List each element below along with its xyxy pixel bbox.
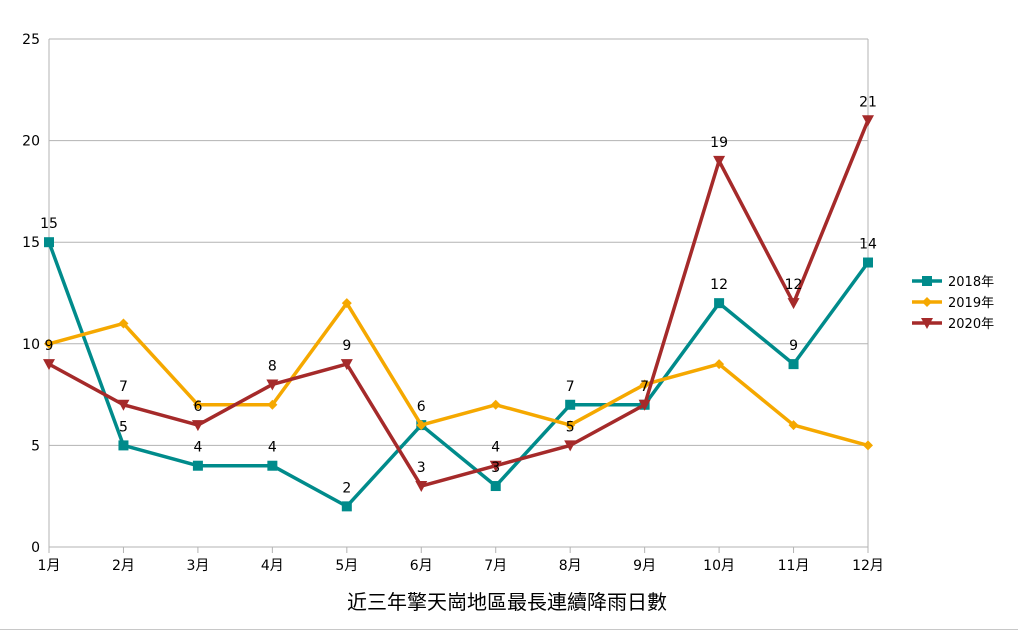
x-tick-label: 3月 <box>186 558 209 574</box>
data-point-marker <box>266 379 279 391</box>
data-labels: 15 5 4 4 2 6 3 7 12 9 14 9 7 6 8 9 3 4 5 7 19 12 21 <box>40 94 877 496</box>
data-point-marker <box>341 298 352 309</box>
data-point-marker <box>863 440 873 451</box>
data-point-marker <box>714 359 725 370</box>
y-tick-label: 25 <box>22 32 40 48</box>
data-point-marker <box>267 399 278 410</box>
data-label: 3 <box>417 460 426 476</box>
grid-lines <box>49 38 868 548</box>
data-point-marker <box>340 359 353 371</box>
data-point-marker <box>192 399 203 410</box>
data-point-marker <box>43 359 55 371</box>
data-label: 9 <box>45 338 54 354</box>
data-point-marker <box>862 115 874 127</box>
data-label: 8 <box>268 358 277 374</box>
data-label: 12 <box>785 277 803 293</box>
data-point-marker <box>267 460 278 471</box>
bottom-divider <box>0 629 1018 630</box>
y-tick-label: 5 <box>31 438 40 454</box>
data-point-marker <box>922 276 932 286</box>
data-label: 4 <box>193 440 202 456</box>
series-line-2019 <box>47 301 870 448</box>
data-point-marker <box>714 298 725 309</box>
data-point-marker <box>713 155 726 167</box>
data-label: 6 <box>417 399 426 415</box>
data-point-marker <box>565 399 576 410</box>
data-point-marker <box>921 318 933 329</box>
data-point-marker <box>564 440 577 452</box>
legend-label-2019: 2019年 <box>948 296 994 311</box>
series-lines <box>43 115 874 512</box>
data-label: 21 <box>859 94 877 110</box>
data-point-marker <box>788 359 799 370</box>
data-label: 19 <box>710 135 728 151</box>
data-point-marker <box>415 481 428 493</box>
data-label: 9 <box>342 338 351 354</box>
data-label: 4 <box>268 440 277 456</box>
data-label: 2 <box>342 480 351 496</box>
data-label: 5 <box>119 419 128 435</box>
data-point-marker <box>118 318 129 329</box>
x-tick-label: 11月 <box>778 558 810 574</box>
legend-label-2020: 2020年 <box>948 317 994 332</box>
data-point-marker <box>565 420 576 431</box>
data-point-marker <box>863 257 873 268</box>
series-line-2018 <box>47 240 870 509</box>
data-label: 7 <box>119 379 128 395</box>
data-label: 4 <box>491 440 500 456</box>
x-tick-label: 4月 <box>261 558 284 574</box>
data-point-marker <box>192 460 203 471</box>
data-point-marker <box>639 379 650 390</box>
x-tick-label: 10月 <box>703 558 735 574</box>
data-point-marker <box>44 338 54 349</box>
y-tick-label: 10 <box>22 337 40 353</box>
data-point-marker <box>117 399 130 411</box>
data-point-marker <box>489 460 502 472</box>
data-label: 14 <box>859 237 877 253</box>
x-tick-label: 12月 <box>852 558 884 574</box>
x-tick-label: 9月 <box>633 558 656 574</box>
data-point-marker <box>191 420 204 432</box>
data-point-marker <box>490 481 501 492</box>
data-label: 7 <box>566 379 575 395</box>
data-point-marker <box>922 297 932 307</box>
legend: 2018年 2019年 2020年 <box>912 275 994 332</box>
y-tick-label: 15 <box>22 235 40 251</box>
data-label: 7 <box>640 379 649 395</box>
data-point-marker <box>490 399 501 410</box>
data-point-marker <box>341 501 352 512</box>
data-label: 5 <box>566 419 575 435</box>
data-label: 9 <box>789 338 798 354</box>
data-label: 6 <box>193 399 202 415</box>
chart-title: 近三年擎天崗地區最長連續降雨日數 <box>347 590 667 614</box>
x-tick-label: 7月 <box>484 558 507 574</box>
data-point-marker <box>638 399 651 411</box>
data-point-marker <box>416 420 427 431</box>
series-line-2020 <box>47 118 870 488</box>
x-tick-label: 2月 <box>112 558 135 574</box>
y-tick-label: 0 <box>31 540 40 556</box>
x-tick-label: 8月 <box>559 558 582 574</box>
legend-label-2018: 2018年 <box>948 275 994 290</box>
y-tick-label: 20 <box>22 134 40 150</box>
data-label: 12 <box>710 277 728 293</box>
x-tick-label: 5月 <box>335 558 358 574</box>
x-tick-label: 1月 <box>38 558 61 574</box>
data-label: 15 <box>40 216 58 232</box>
data-label: 3 <box>491 460 500 476</box>
data-point-marker <box>118 440 129 451</box>
data-point-marker <box>787 298 800 310</box>
data-point-marker <box>788 420 799 431</box>
x-tick-label: 6月 <box>410 558 433 574</box>
data-point-marker <box>44 237 54 248</box>
